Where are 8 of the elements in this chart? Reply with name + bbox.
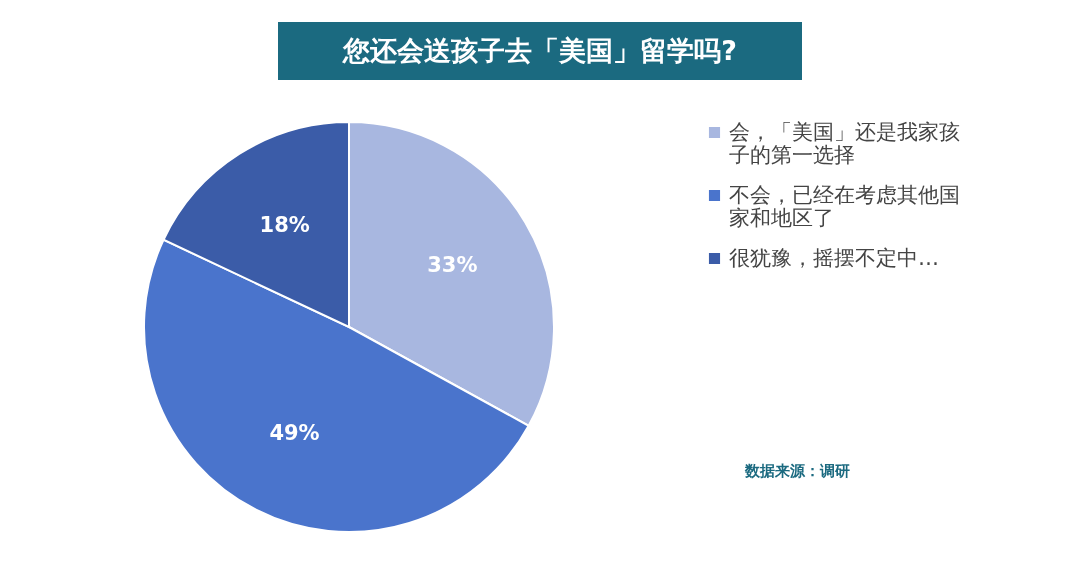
legend-label: 很犹豫，摇摆不定中… [729,245,939,270]
legend-label: 会，「美国」还是我家孩子的第一选择 [729,119,960,167]
chart-title: 您还会送孩子去「美国」留学吗? [278,22,802,80]
source-note: 数据来源：调研 [745,462,850,481]
data-label: 33% [427,252,478,277]
data-label: 49% [269,420,320,445]
legend-label: 不会，已经在考虑其他国家和地区了 [729,182,960,230]
data-label: 18% [259,212,310,237]
